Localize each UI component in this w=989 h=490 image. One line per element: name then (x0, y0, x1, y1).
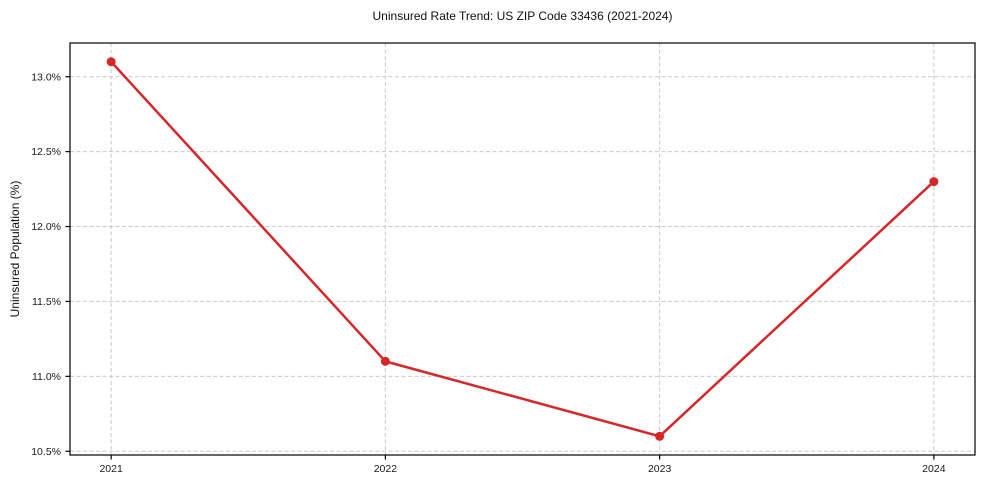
y-tick-label: 12.0% (31, 221, 61, 233)
data-point-2021 (106, 57, 116, 67)
data-point-2023 (655, 431, 665, 441)
y-tick-label: 10.5% (31, 446, 61, 458)
chart-title: Uninsured Rate Trend: US ZIP Code 33436 … (372, 9, 673, 23)
y-tick-label: 13.0% (31, 71, 61, 83)
x-tick-label: 2021 (99, 463, 123, 475)
y-tick-label: 11.0% (32, 371, 61, 383)
x-tick-label: 2022 (374, 463, 398, 475)
data-point-2024 (929, 177, 939, 187)
data-point-2022 (380, 356, 390, 366)
y-tick-label: 11.5% (32, 296, 61, 308)
x-tick-label: 2024 (922, 463, 946, 475)
x-tick-label: 2023 (648, 463, 672, 475)
plot-border (69, 42, 976, 456)
trend-line (109, 60, 936, 438)
y-tick-label: 12.5% (31, 146, 61, 158)
